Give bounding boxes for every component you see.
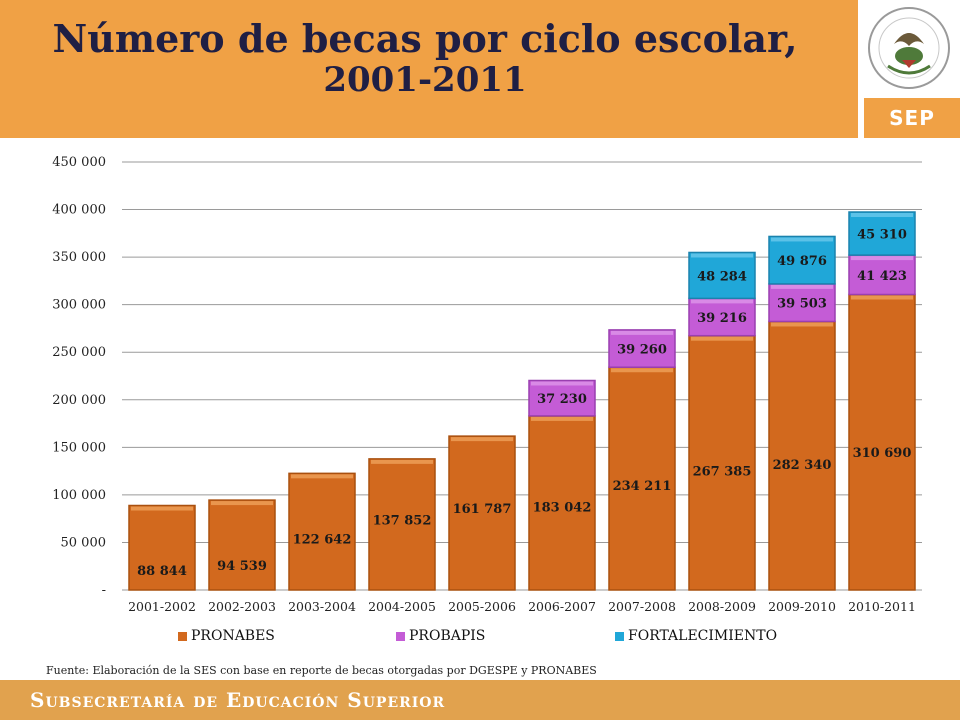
x-tick-label: 2004-2005 <box>368 599 436 614</box>
legend-label-pronabes: PRONABES <box>191 628 275 644</box>
bar-highlight <box>371 459 433 464</box>
bar-highlight <box>531 381 593 386</box>
bar-highlight <box>691 299 753 304</box>
x-axis: 2001-2002 2002-2003 2003-2004 2004-2005 2005… <box>128 599 916 614</box>
bar-highlight <box>851 213 913 218</box>
footer-banner: Subsecretaría de Educación Superior <box>0 680 960 720</box>
data-label-fortalecimiento: 48 284 <box>697 269 747 284</box>
y-tick-label: 450 000 <box>52 155 106 170</box>
data-label-probapis: 39 503 <box>777 297 827 312</box>
y-tick-label: 50 000 <box>61 535 107 550</box>
data-label-pronabes: 282 340 <box>773 458 832 473</box>
data-label-probapis: 41 423 <box>857 269 907 284</box>
x-tick-label: 2008-2009 <box>688 599 756 614</box>
y-tick-label: 250 000 <box>52 345 106 360</box>
y-tick-label: 300 000 <box>52 298 106 313</box>
data-label-pronabes: 88 844 <box>137 564 187 579</box>
legend-swatch-pronabes <box>178 631 187 641</box>
data-label-pronabes: 137 852 <box>373 513 432 528</box>
bar-probapis <box>528 379 596 417</box>
bar-highlight <box>211 501 273 506</box>
bar-fortalecimiento <box>688 251 756 300</box>
x-tick-label: 2006-2007 <box>528 599 596 614</box>
legend-swatch-probapis <box>396 631 405 641</box>
bar-pronabes <box>208 499 276 591</box>
x-tick-label: 2005-2006 <box>448 599 516 614</box>
bar-highlight <box>691 253 753 258</box>
header-bar <box>0 0 960 138</box>
footer-banner-text: Subsecretaría de Educación Superior <box>30 688 446 712</box>
legend-pronabes: PRONABES <box>178 628 275 644</box>
bar-highlight <box>131 506 193 511</box>
bar-pronabes <box>528 415 596 591</box>
y-axis: - 50 000 100 000 150 000 200 000 250 000 300 0… <box>52 155 106 598</box>
bar-highlight <box>771 284 833 289</box>
bar-probapis <box>768 283 836 323</box>
bar-highlight <box>291 474 353 479</box>
data-label-pronabes: 94 539 <box>217 559 267 574</box>
source-note: Fuente: Elaboración de la SES con base e… <box>46 664 597 677</box>
bar-highlight <box>611 330 673 335</box>
bar-highlight <box>531 416 593 421</box>
legend-label-fortalecimiento: FORTALECIMIENTO <box>628 628 778 644</box>
bar-chart: - 50 000 100 000 150 000 200 000 250 000 300 0… <box>52 155 922 614</box>
title-line-2: 2001-2011 <box>323 59 527 100</box>
legend-swatch-fortalecimiento <box>615 631 624 641</box>
data-label-probapis: 39 260 <box>617 343 667 358</box>
bar-pronabes <box>448 435 516 591</box>
page-title: Número de becas por ciclo escolar, 2001-… <box>0 16 850 100</box>
bar-highlight <box>611 368 673 373</box>
bar-highlight <box>851 256 913 261</box>
bar-pronabes <box>848 293 916 591</box>
bars: 88 844 94 539 122 642 137 852 161 787 183 042… <box>128 211 916 591</box>
data-label-pronabes: 183 042 <box>533 501 592 516</box>
bar-highlight <box>691 336 753 341</box>
x-tick-label: 2010-2011 <box>848 599 916 614</box>
coat-of-arms-icon <box>868 7 950 89</box>
data-label-pronabes: 161 787 <box>453 502 512 517</box>
data-label-fortalecimiento: 49 876 <box>777 254 827 269</box>
bar-highlight <box>451 437 513 442</box>
bar-highlight <box>851 295 913 300</box>
legend-fortalecimiento: FORTALECIMIENTO <box>615 628 777 644</box>
legend-label-probapis: PROBAPIS <box>409 628 486 644</box>
y-tick-label: 400 000 <box>52 203 106 218</box>
bar-highlight <box>771 237 833 242</box>
y-tick-label: 100 000 <box>52 488 106 503</box>
y-tick-label: 350 000 <box>52 250 106 265</box>
legend-probapis: PROBAPIS <box>396 628 485 644</box>
bar-highlight <box>771 322 833 327</box>
y-tick-label: - <box>102 583 106 598</box>
x-tick-label: 2001-2002 <box>128 599 196 614</box>
x-tick-label: 2009-2010 <box>768 599 836 614</box>
bar-probapis <box>688 297 756 337</box>
data-label-pronabes: 310 690 <box>853 446 912 461</box>
y-tick-label: 200 000 <box>52 393 106 408</box>
bar-pronabes <box>128 504 196 591</box>
bar-fortalecimiento <box>848 211 916 256</box>
data-label-probapis: 37 230 <box>537 392 587 407</box>
bar-probapis <box>608 329 676 368</box>
bar-pronabes <box>608 366 676 591</box>
x-tick-label: 2002-2003 <box>208 599 276 614</box>
bar-fortalecimiento <box>768 235 836 285</box>
data-label-fortalecimiento: 45 310 <box>857 228 907 243</box>
x-tick-label: 2003-2004 <box>288 599 356 614</box>
bar-pronabes <box>768 320 836 591</box>
sep-badge: SEP <box>864 98 960 138</box>
data-label-probapis: 39 216 <box>697 311 747 326</box>
data-label-pronabes: 122 642 <box>293 532 352 547</box>
bar-pronabes <box>288 472 356 591</box>
data-label-pronabes: 234 211 <box>613 479 672 494</box>
title-line-1: Número de becas por ciclo escolar, <box>52 16 798 61</box>
data-label-pronabes: 267 385 <box>693 465 752 480</box>
bar-pronabes <box>368 458 436 591</box>
bar-pronabes <box>688 334 756 591</box>
x-tick-label: 2007-2008 <box>608 599 676 614</box>
y-tick-label: 150 000 <box>52 440 106 455</box>
